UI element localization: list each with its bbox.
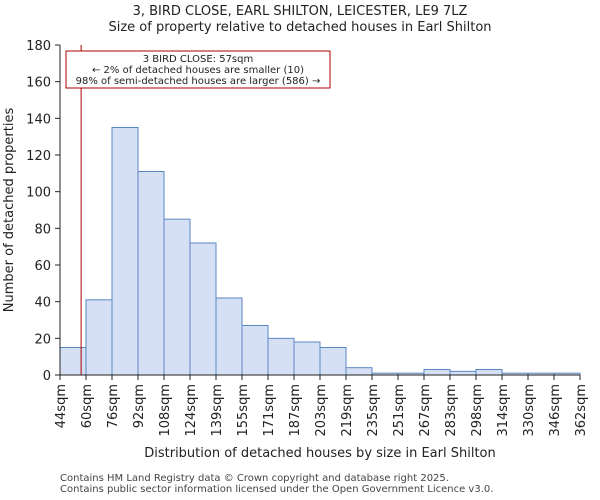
y-tick-label: 0 (43, 369, 51, 384)
bar-124sqm (189, 242, 217, 376)
x-tick-label: 346sqm (548, 384, 563, 437)
bar-171sqm (267, 337, 295, 376)
y-tick-label: 120 (26, 149, 51, 164)
bars-group (59, 127, 581, 376)
bar-283sqm (449, 370, 477, 376)
x-tick-label: 124sqm (184, 384, 199, 437)
y-tick-label: 160 (26, 76, 51, 91)
footer-line-1: Contains HM Land Registry data © Crown c… (60, 473, 449, 484)
x-axis-ticks: 44sqm 60sqm 76sqm 92sqm 108sqm 124sqm 139sqm 15… (54, 375, 589, 437)
bar-108sqm (163, 218, 191, 376)
x-tick-label: 251sqm (392, 384, 407, 437)
x-axis-label: Distribution of detached houses by size … (144, 446, 496, 461)
x-tick-label: 267sqm (418, 384, 433, 437)
x-tick-label: 76sqm (106, 384, 121, 428)
bar-155sqm (241, 325, 269, 376)
x-tick-label: 171sqm (262, 384, 277, 437)
y-tick-label: 20 (34, 332, 51, 347)
y-tick-label: 60 (34, 259, 51, 274)
x-tick-label: 203sqm (314, 384, 329, 437)
bar-60sqm (85, 299, 113, 376)
x-tick-label: 314sqm (496, 384, 511, 437)
bar-267sqm (423, 369, 451, 376)
bar-44sqm (59, 347, 87, 376)
bar-139sqm (215, 297, 243, 376)
footer-line-2: Contains public sector information licen… (60, 484, 494, 495)
x-tick-label: 330sqm (522, 384, 537, 437)
bar-219sqm (345, 367, 373, 376)
bar-187sqm (293, 341, 321, 376)
x-tick-label: 44sqm (54, 384, 69, 428)
y-tick-label: 100 (26, 186, 51, 201)
y-tick-label: 40 (34, 296, 51, 311)
chart-title: 3, BIRD CLOSE, EARL SHILTON, LEICESTER, … (132, 4, 468, 19)
y-axis-label: Number of detached properties (2, 108, 17, 313)
chart-subtitle: Size of property relative to detached ho… (108, 20, 492, 35)
x-tick-label: 187sqm (288, 384, 303, 437)
annotation-line-3: 98% of semi-detached houses are larger (… (76, 76, 321, 87)
x-tick-label: 60sqm (80, 384, 95, 428)
x-tick-label: 155sqm (236, 384, 251, 437)
y-tick-label: 140 (26, 112, 51, 127)
annotation-box (65, 50, 331, 89)
bar-298sqm (475, 369, 503, 376)
y-axis-ticks: 0 20 40 60 80 100 120 140 160 180 (26, 39, 60, 384)
annotation-line-2: ← 2% of detached houses are smaller (10) (92, 65, 304, 76)
bar-92sqm (137, 171, 165, 376)
x-tick-label: 219sqm (340, 384, 355, 437)
y-tick-label: 180 (26, 39, 51, 54)
x-tick-label: 283sqm (444, 384, 459, 437)
bar-76sqm (111, 127, 139, 376)
bar-203sqm (319, 347, 347, 376)
x-tick-label: 92sqm (132, 384, 147, 428)
x-tick-label: 362sqm (574, 384, 589, 437)
x-tick-label: 108sqm (158, 384, 173, 437)
y-tick-label: 80 (34, 222, 51, 237)
annotation-line-1: 3 BIRD CLOSE: 57sqm (143, 54, 253, 65)
x-tick-label: 298sqm (470, 384, 485, 437)
x-tick-label: 235sqm (366, 384, 381, 437)
x-tick-label: 139sqm (210, 384, 225, 437)
